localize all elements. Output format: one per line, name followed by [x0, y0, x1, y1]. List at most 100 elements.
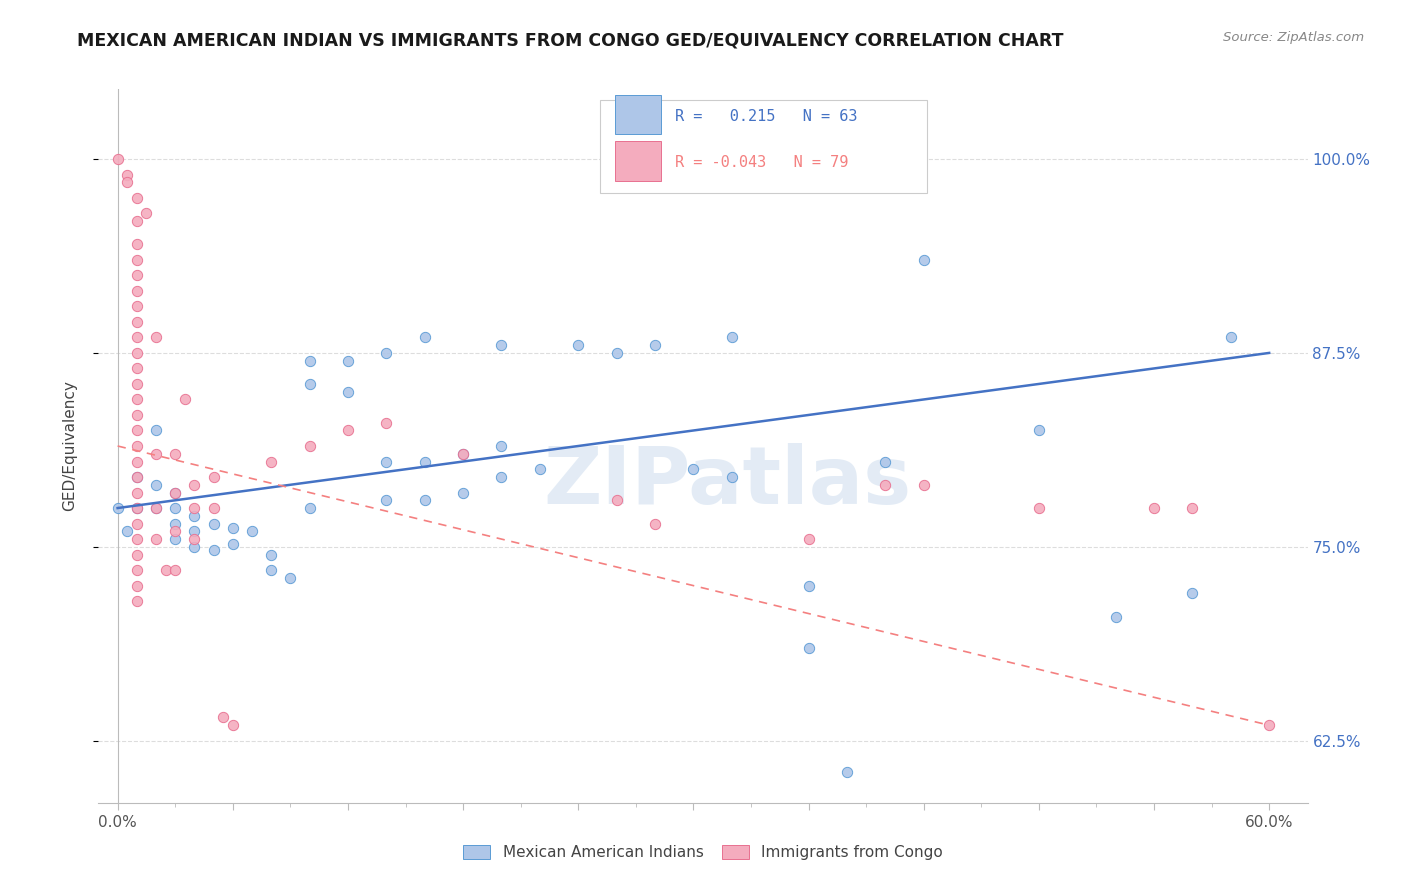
Point — [125, 346, 148, 360]
Point — [125, 315, 148, 329]
Point — [165, 485, 187, 500]
Point — [125, 408, 148, 422]
Point — [336, 353, 359, 368]
Text: R = -0.043   N = 79: R = -0.043 N = 79 — [675, 155, 849, 170]
Point — [491, 439, 513, 453]
Point — [165, 447, 187, 461]
Point — [1181, 586, 1204, 600]
Point — [125, 548, 148, 562]
Point — [336, 384, 359, 399]
Point — [115, 175, 138, 189]
Point — [125, 376, 148, 391]
Point — [125, 392, 148, 407]
Point — [1258, 718, 1281, 732]
Point — [491, 470, 513, 484]
Point — [451, 447, 474, 461]
Point — [644, 338, 666, 352]
Point — [1219, 330, 1241, 344]
Point — [529, 462, 551, 476]
Point — [125, 516, 148, 531]
Point — [165, 563, 187, 577]
Point — [202, 501, 225, 516]
Point — [222, 537, 245, 551]
Point — [125, 361, 148, 376]
Point — [135, 206, 157, 220]
Point — [1028, 501, 1050, 516]
Point — [125, 424, 148, 438]
Point — [298, 376, 321, 391]
Point — [875, 477, 897, 491]
Point — [173, 392, 195, 407]
Point — [202, 516, 225, 531]
Point — [155, 563, 177, 577]
Point — [125, 252, 148, 267]
Point — [451, 447, 474, 461]
Point — [797, 640, 820, 655]
Point — [222, 718, 245, 732]
Point — [720, 330, 742, 344]
Point — [145, 447, 167, 461]
Point — [912, 252, 935, 267]
Point — [125, 485, 148, 500]
Point — [125, 454, 148, 468]
Point — [298, 353, 321, 368]
Point — [491, 338, 513, 352]
Point — [875, 454, 897, 468]
Point — [260, 548, 283, 562]
Point — [145, 330, 167, 344]
Point — [644, 516, 666, 531]
Text: MEXICAN AMERICAN INDIAN VS IMMIGRANTS FROM CONGO GED/EQUIVALENCY CORRELATION CHA: MEXICAN AMERICAN INDIAN VS IMMIGRANTS FR… — [77, 31, 1064, 49]
Point — [125, 470, 148, 484]
Point — [145, 424, 167, 438]
Y-axis label: GED/Equivalency: GED/Equivalency — [63, 381, 77, 511]
Point — [125, 579, 148, 593]
Point — [375, 346, 398, 360]
Point — [145, 532, 167, 546]
Point — [165, 516, 187, 531]
Point — [375, 416, 398, 430]
Point — [183, 540, 205, 554]
Text: ZIPatlas: ZIPatlas — [543, 442, 911, 521]
Point — [165, 524, 187, 539]
Point — [183, 524, 205, 539]
Point — [298, 439, 321, 453]
Point — [202, 543, 225, 558]
Point — [183, 532, 205, 546]
FancyBboxPatch shape — [600, 100, 927, 193]
Point — [720, 470, 742, 484]
Point — [125, 563, 148, 577]
Point — [125, 214, 148, 228]
Point — [125, 191, 148, 205]
Point — [451, 485, 474, 500]
Point — [202, 470, 225, 484]
Point — [165, 532, 187, 546]
Point — [240, 524, 263, 539]
Point — [606, 346, 628, 360]
Point — [107, 501, 129, 516]
Point — [260, 454, 283, 468]
Point — [413, 330, 436, 344]
Bar — [614, 95, 661, 134]
Bar — [614, 141, 661, 180]
Text: Source: ZipAtlas.com: Source: ZipAtlas.com — [1223, 31, 1364, 45]
Point — [125, 470, 148, 484]
Point — [606, 493, 628, 508]
Point — [183, 501, 205, 516]
Point — [107, 152, 129, 166]
Point — [835, 764, 858, 779]
Legend: Mexican American Indians, Immigrants from Congo: Mexican American Indians, Immigrants fro… — [457, 839, 949, 866]
Point — [165, 501, 187, 516]
Point — [183, 508, 205, 523]
Point — [125, 284, 148, 298]
Point — [145, 477, 167, 491]
Point — [413, 454, 436, 468]
Point — [125, 594, 148, 608]
Point — [125, 330, 148, 344]
Point — [183, 477, 205, 491]
Point — [260, 563, 283, 577]
Point — [298, 501, 321, 516]
Point — [125, 268, 148, 283]
Point — [912, 477, 935, 491]
Point — [115, 168, 138, 182]
Point — [115, 524, 138, 539]
